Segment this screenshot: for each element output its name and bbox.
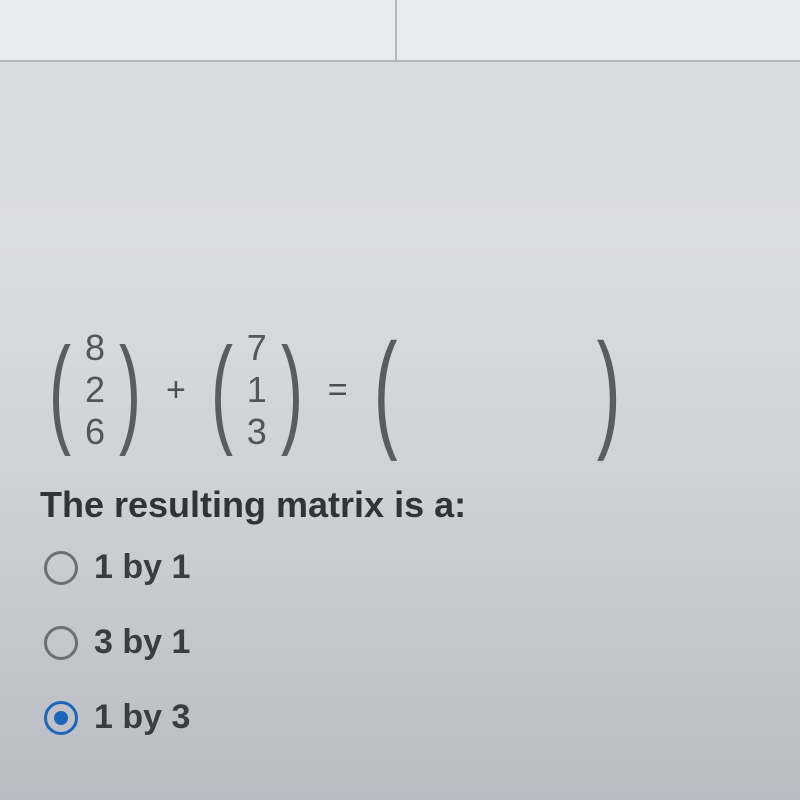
operator-equals: = (326, 371, 350, 410)
result-blank-space (407, 330, 587, 450)
paren-right-icon: ) (281, 333, 303, 447)
question-content: ( 8 2 6 ) + ( 7 1 3 ) = ( ) The resultin… (0, 62, 800, 737)
radio-icon[interactable] (44, 701, 78, 735)
option-label: 1 by 1 (94, 548, 190, 587)
vector-a-values: 8 2 6 (80, 322, 110, 458)
vector-a-val-2: 6 (82, 414, 108, 450)
vector-a-val-1: 2 (82, 372, 108, 408)
vector-a-val-0: 8 (82, 330, 108, 366)
option-1-by-3[interactable]: 1 by 3 (44, 698, 760, 737)
question-prompt: The resulting matrix is a: (40, 484, 760, 526)
paren-right-icon: ) (119, 333, 141, 447)
radio-icon[interactable] (44, 626, 78, 660)
vector-b-values: 7 1 3 (242, 322, 272, 458)
vector-a: ( 8 2 6 ) (40, 322, 150, 458)
vector-b-val-1: 1 (244, 372, 270, 408)
radio-icon[interactable] (44, 551, 78, 585)
options-group: 1 by 1 3 by 1 1 by 3 (40, 548, 760, 737)
paren-right-icon: ) (597, 328, 621, 452)
vector-b-val-2: 3 (244, 414, 270, 450)
operator-plus: + (164, 371, 188, 410)
paren-left-icon: ( (373, 328, 397, 452)
vector-b-val-0: 7 (244, 330, 270, 366)
paren-left-icon: ( (211, 333, 233, 447)
option-label: 1 by 3 (94, 698, 190, 737)
result-vector-blank: ( ) (364, 328, 631, 452)
header-divider (395, 0, 397, 60)
paren-left-icon: ( (49, 333, 71, 447)
option-1-by-1[interactable]: 1 by 1 (44, 548, 760, 587)
option-label: 3 by 1 (94, 623, 190, 662)
option-3-by-1[interactable]: 3 by 1 (44, 623, 760, 662)
matrix-equation: ( 8 2 6 ) + ( 7 1 3 ) = ( ) (40, 322, 760, 458)
vector-b: ( 7 1 3 ) (202, 322, 312, 458)
header-bar (0, 0, 800, 62)
